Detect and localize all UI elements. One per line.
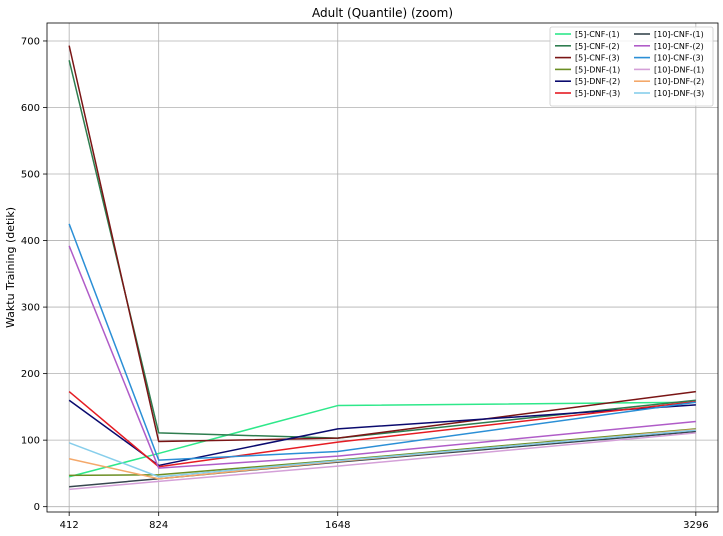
axis-ticks: 0 100 200 300 400 500 600 700 412 824 1648 3296 xyxy=(21,36,709,531)
series-line-8 xyxy=(68,223,696,461)
y-tick-label: 500 xyxy=(21,170,40,181)
x-tick-label: 1648 xyxy=(325,520,350,531)
legend-label: [5]-DNF-(2) xyxy=(575,77,620,86)
x-tick-label: 3296 xyxy=(683,520,708,531)
legend-label: [5]-CNF-(3) xyxy=(575,54,620,63)
legend-frame xyxy=(549,26,714,107)
legend-label: [5]-CNF-(1) xyxy=(575,30,620,39)
x-tick-label: 824 xyxy=(149,520,168,531)
y-tick-label: 700 xyxy=(21,36,40,47)
series-line-9 xyxy=(69,432,696,491)
series-line-0 xyxy=(68,401,696,478)
x-tick-label: 412 xyxy=(60,520,79,531)
series-line-3 xyxy=(69,428,696,477)
legend: [5]-CNF-(1) [5]-CNF-(2) [5]-CNF-(3) [5]-DNF… xyxy=(549,26,714,107)
series-line-11 xyxy=(68,429,696,478)
legend-label: [5]-DNF-(3) xyxy=(575,89,620,98)
legend-label: [5]-DNF-(1) xyxy=(575,65,620,74)
legend-label: [10]-DNF-(1) xyxy=(654,65,704,74)
legend-label: [10]-DNF-(2) xyxy=(654,77,704,86)
y-tick-label: 600 xyxy=(21,103,40,114)
plot-frame xyxy=(46,22,719,513)
y-tick-label: 0 xyxy=(34,502,40,513)
y-tick-label: 400 xyxy=(21,236,40,247)
series-line-2 xyxy=(68,45,696,443)
y-tick-label: 200 xyxy=(21,369,40,380)
legend-label: [5]-CNF-(2) xyxy=(575,42,620,51)
series-group xyxy=(68,45,696,491)
y-tick-label: 100 xyxy=(21,436,40,447)
series-line-5 xyxy=(68,391,696,468)
legend-label: [10]-CNF-(2) xyxy=(654,42,704,51)
chart-title: Adult (Quantile) (zoom) xyxy=(312,6,453,20)
legend-label: [10]-DNF-(3) xyxy=(654,89,704,98)
series-line-7 xyxy=(68,245,696,469)
legend-label: [10]-CNF-(1) xyxy=(654,30,704,39)
series-line-4 xyxy=(68,399,696,467)
y-tick-label: 300 xyxy=(21,303,40,314)
legend-label: [10]-CNF-(3) xyxy=(654,54,704,63)
y-axis-label: Waktu Training (detik) xyxy=(4,207,17,328)
